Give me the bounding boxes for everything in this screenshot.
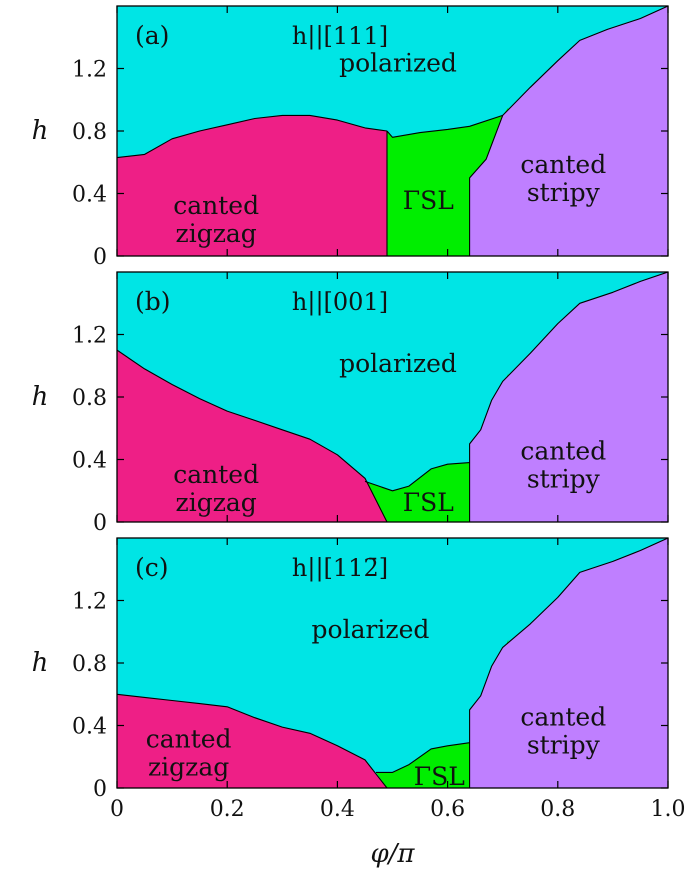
region-label-gamma-sl: ΓSL: [403, 186, 454, 215]
y-tick-label: 0.4: [72, 449, 107, 474]
y-tick-label: 1.2: [72, 324, 107, 349]
region-label-polarized: polarized: [339, 49, 457, 78]
region-label-canted-stripy: canted stripy: [520, 150, 606, 207]
y-tick-label: 0: [93, 511, 107, 536]
region-canted-stripy: [469, 272, 668, 522]
panel-tag: (b): [135, 287, 171, 316]
x-tick-label: 0: [110, 797, 124, 822]
region-label-polarized: polarized: [339, 349, 457, 378]
region-label-line: polarized: [312, 615, 430, 644]
x-axis-label: φ/π: [370, 839, 415, 869]
region-label-line: stripy: [527, 465, 601, 494]
y-tick-label: 0.4: [72, 183, 107, 208]
region-label-canted-zigzag: canted zigzag: [173, 460, 259, 517]
region-label-line: stripy: [527, 178, 601, 207]
region-label-line: canted: [173, 460, 259, 489]
region-label-polarized: polarized: [312, 615, 430, 644]
region-canted-zigzag: [117, 694, 387, 788]
y-tick-label: 0: [93, 245, 107, 270]
region-canted-stripy: [469, 538, 668, 788]
region-label-line: ΓSL: [403, 488, 454, 517]
panel-field-direction: h||[111]: [292, 22, 388, 51]
boundary-zigzag: [117, 693, 388, 788]
region-label-gamma-sl: ΓSL: [403, 488, 454, 517]
y-tick-label: 0.8: [72, 120, 107, 145]
region-label-canted-stripy: canted stripy: [520, 437, 606, 494]
boundary-zigzag: [117, 114, 388, 159]
region-label-line: canted: [520, 703, 606, 732]
x-tick-label: 0.4: [320, 797, 355, 822]
boundary-gamma-sl: [376, 742, 470, 773]
boundary-gamma-sl: [386, 114, 503, 138]
panel-tag: (c): [135, 553, 169, 582]
region-label-canted-zigzag: canted zigzag: [173, 191, 259, 248]
region-label-line: stripy: [527, 731, 601, 760]
plot-area: [117, 6, 668, 256]
plot-area: [117, 538, 668, 788]
y-tick-label: 1.2: [72, 590, 107, 615]
region-label-line: polarized: [339, 49, 457, 78]
y-axis-label: h: [32, 116, 49, 146]
x-tick-label: 0.6: [430, 797, 465, 822]
region-label-line: canted: [520, 150, 606, 179]
x-tick-label: 0.8: [540, 797, 575, 822]
panel-field-direction: h||[001]: [292, 288, 388, 317]
region-label-line: zigzag: [148, 752, 229, 781]
region-label-line: ΓSL: [414, 762, 465, 791]
region-label-line: zigzag: [176, 488, 257, 517]
x-tick-label: 1.0: [651, 797, 686, 822]
boundary-stripy: [469, 538, 668, 788]
y-axis-label: h: [32, 648, 49, 678]
x-axis: 0 0.2 0.4 0.6 0.8 1.0: [110, 797, 686, 822]
boundary-stripy: [469, 272, 668, 522]
y-tick-label: 0.4: [72, 715, 107, 740]
boundary-stripy: [469, 6, 668, 256]
boundary-gamma-sl: [364, 462, 470, 492]
region-label-line: zigzag: [176, 219, 257, 248]
region-label-line: ΓSL: [403, 186, 454, 215]
panel-tag: (a): [135, 21, 169, 50]
plot-area: [117, 272, 668, 522]
y-tick-label: 0: [93, 777, 107, 802]
region-label-line: canted: [146, 724, 232, 753]
boundary-zigzag: [117, 349, 388, 522]
region-label-line: canted: [520, 437, 606, 466]
region-label-gamma-sl: ΓSL: [414, 762, 465, 791]
panel-field-direction: h||[112̄]: [292, 554, 388, 583]
y-axis-label: h: [32, 382, 49, 412]
x-tick-label: 0.2: [210, 797, 245, 822]
region-label-canted-stripy: canted stripy: [520, 703, 606, 760]
region-canted-zigzag: [117, 350, 387, 522]
y-tick-label: 1.2: [72, 58, 107, 83]
region-canted-stripy: [469, 6, 668, 256]
region-canted-zigzag: [117, 115, 387, 256]
region-label-line: polarized: [339, 349, 457, 378]
region-label-canted-zigzag: canted zigzag: [146, 724, 232, 781]
y-tick-label: 0.8: [72, 386, 107, 411]
region-label-line: canted: [173, 191, 259, 220]
y-tick-label: 0.8: [72, 652, 107, 677]
